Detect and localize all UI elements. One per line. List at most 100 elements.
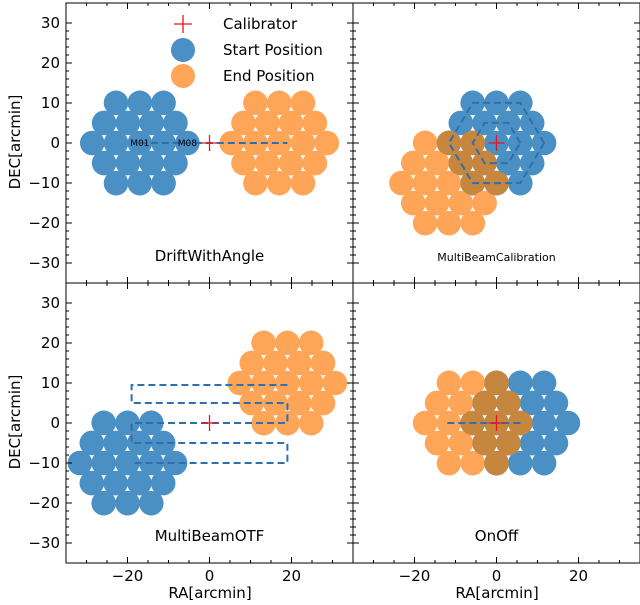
start-beam: [163, 110, 188, 136]
end-beam: [448, 190, 474, 216]
end-beam: [460, 210, 486, 236]
start-beam: [91, 410, 117, 436]
start-beam: [127, 90, 153, 116]
start-beam: [543, 430, 569, 456]
start-beam: [507, 370, 533, 396]
xlabel-right: RA[arcmin]: [455, 584, 538, 602]
end-beam: [251, 370, 276, 396]
end-beam: [243, 90, 268, 116]
end-beam: [231, 110, 256, 136]
end-beam: [448, 390, 474, 416]
start-beam: [115, 150, 141, 176]
panel-title: DriftWithAngle: [155, 247, 265, 265]
end-beam: [239, 350, 265, 376]
start-beam: [162, 450, 188, 476]
legend: Calibrator Start Position End Position: [171, 15, 323, 88]
legend-circle-icon: [171, 38, 195, 62]
start-beam: [127, 470, 152, 496]
end-beam: [389, 170, 414, 196]
start-beam: [115, 450, 140, 476]
ytick-label: −10: [28, 174, 60, 192]
xlabel-left: RA[arcmin]: [168, 584, 251, 602]
end-beam: [448, 430, 474, 456]
start-beam: [91, 450, 117, 476]
legend-circle-icon: [171, 64, 195, 88]
xtick-label: 20: [569, 567, 588, 585]
scan-path: [471, 121, 522, 165]
start-beam: [496, 150, 521, 176]
start-beam: [519, 430, 545, 456]
end-beam: [400, 190, 426, 216]
end-beam: [302, 110, 328, 136]
end-beam: [290, 90, 316, 116]
panel-1: M01 M08 DriftWithAngle −30 −20 −10 0 10 20 30: [28, 2, 354, 284]
ytick-label: 20: [41, 334, 60, 352]
calibrator-marker: [201, 415, 218, 431]
end-beam: [278, 110, 304, 136]
overlap-beam: [472, 390, 497, 416]
end-beam: [251, 330, 276, 356]
end-beam: [266, 90, 292, 116]
end-beam: [251, 410, 276, 436]
end-beam: [424, 150, 450, 176]
end-beam: [275, 370, 300, 396]
ytick-label: −10: [28, 454, 60, 472]
end-beam: [239, 390, 265, 416]
panel-title: MultiBeamOTF: [155, 527, 265, 545]
panel-3: MultiBeamOTF −30 −20 −10 0 10 20 30 −20 0 20: [28, 282, 354, 585]
panel-title: OnOff: [475, 527, 519, 545]
plot-area: [389, 90, 557, 236]
end-beam: [227, 370, 253, 396]
start-beam: [139, 150, 164, 176]
panel-4: OnOff −20 0 20: [352, 282, 640, 585]
start-beam: [79, 130, 105, 156]
plot-area: [412, 370, 581, 476]
end-beam: [412, 130, 438, 156]
end-beam: [290, 130, 316, 156]
overlap-beam: [484, 370, 509, 396]
end-beam: [275, 330, 300, 356]
overlap-beam: [472, 430, 497, 456]
panel-2: MultiBeamCalibration: [352, 2, 640, 284]
start-beam: [543, 390, 569, 416]
end-beam: [263, 390, 288, 416]
ylabel-bottom: DEC[arcmin]: [6, 375, 24, 470]
end-beam: [255, 150, 280, 176]
start-beam: [151, 170, 176, 196]
end-beam: [424, 390, 450, 416]
ytick-label: 10: [41, 374, 60, 392]
ytick-label: −30: [28, 534, 60, 552]
xtick-label: 0: [205, 567, 215, 585]
ytick-label: 30: [41, 14, 60, 32]
xtick-label: 0: [492, 567, 502, 585]
overlap-beam: [496, 430, 521, 456]
overlap-beam: [436, 130, 462, 156]
end-beam: [286, 350, 312, 376]
end-beam: [266, 130, 292, 156]
overlap-beam: [496, 390, 521, 416]
end-beam: [436, 210, 462, 236]
panel-title: MultiBeamCalibration: [437, 251, 556, 264]
start-beam: [91, 110, 117, 136]
start-beam: [139, 110, 164, 136]
ytick-label: −20: [28, 494, 60, 512]
end-beam: [436, 370, 462, 396]
start-beam: [519, 390, 545, 416]
calibrator-marker: [488, 415, 505, 431]
end-beam: [436, 170, 462, 196]
panel-frame: [352, 282, 640, 564]
scan-path: [447, 101, 546, 185]
start-beam: [115, 110, 141, 136]
start-beam: [67, 450, 93, 476]
end-beam: [412, 410, 438, 436]
start-beam: [138, 490, 164, 516]
end-beam: [243, 170, 268, 196]
start-beam: [91, 490, 117, 516]
ytick-label: −30: [28, 254, 60, 272]
end-beam: [424, 190, 450, 216]
end-beam: [286, 390, 312, 416]
end-beam: [400, 150, 426, 176]
start-beam: [103, 130, 129, 156]
end-beam: [275, 410, 300, 436]
